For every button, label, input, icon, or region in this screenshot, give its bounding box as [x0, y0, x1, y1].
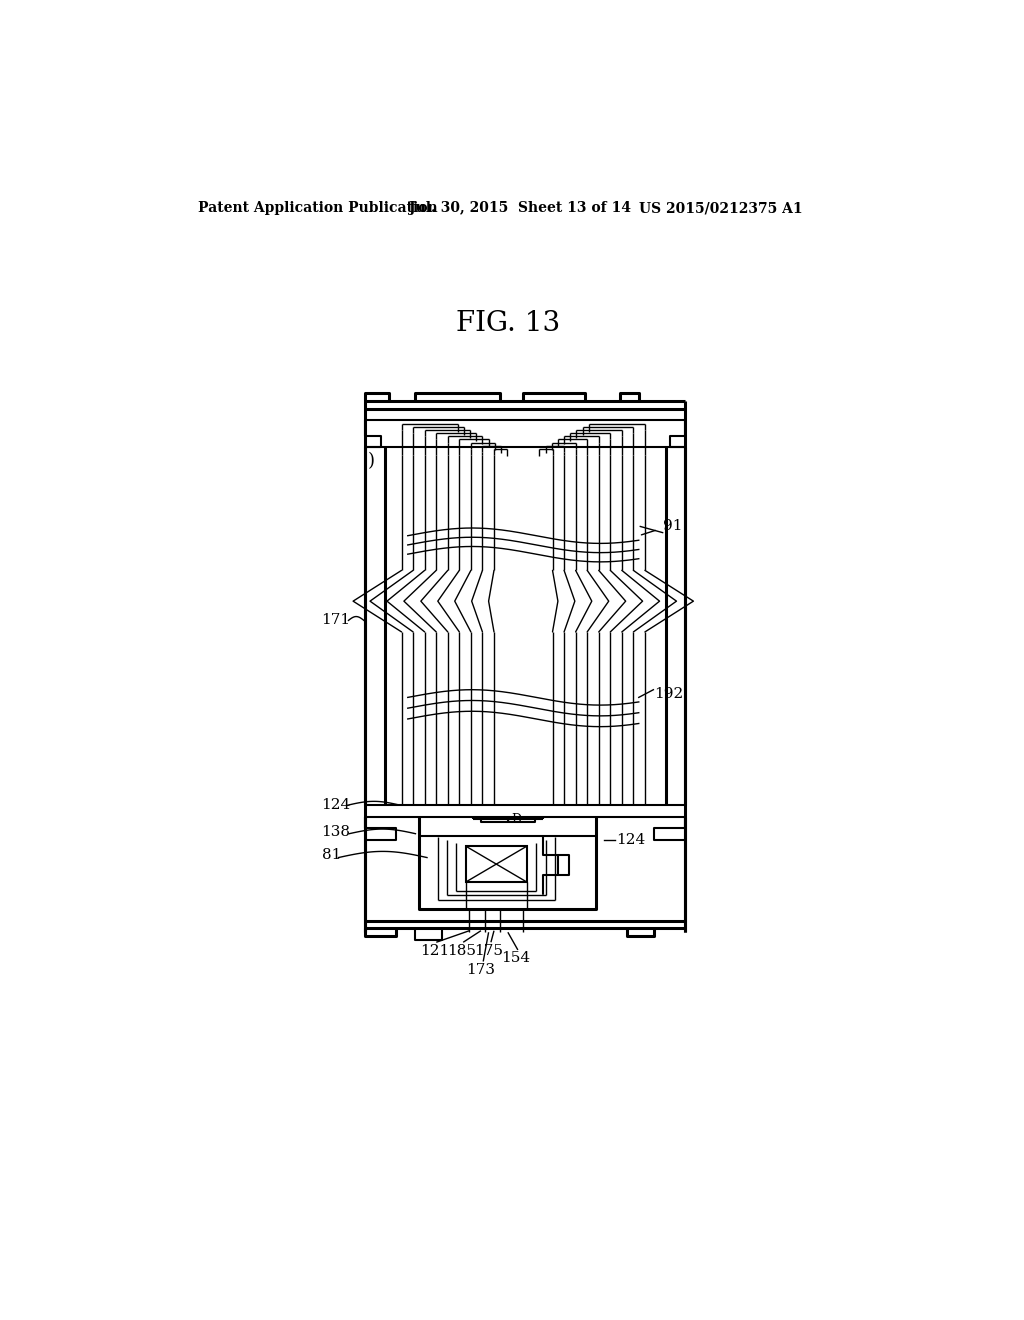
- Text: 81: 81: [322, 849, 341, 862]
- Text: D: D: [512, 813, 522, 825]
- Bar: [466, 846, 527, 882]
- Text: 121: 121: [420, 944, 450, 958]
- Text: Patent Application Publication: Patent Application Publication: [199, 202, 438, 215]
- Text: 124: 124: [322, 799, 351, 812]
- Text: 171: 171: [322, 614, 350, 627]
- Text: FIG. 13: FIG. 13: [456, 310, 560, 338]
- Text: 173: 173: [466, 964, 496, 977]
- Text: Jul. 30, 2015  Sheet 13 of 14: Jul. 30, 2015 Sheet 13 of 14: [410, 202, 632, 215]
- Text: ): ): [368, 451, 375, 470]
- Text: 192: 192: [654, 686, 683, 701]
- Text: 91: 91: [664, 520, 683, 533]
- Text: US 2015/0212375 A1: US 2015/0212375 A1: [639, 202, 803, 215]
- Text: 138: 138: [322, 825, 350, 840]
- Text: 185: 185: [447, 944, 476, 958]
- Text: 124: 124: [615, 833, 645, 847]
- Text: 154: 154: [501, 952, 530, 965]
- Text: 175: 175: [474, 944, 503, 958]
